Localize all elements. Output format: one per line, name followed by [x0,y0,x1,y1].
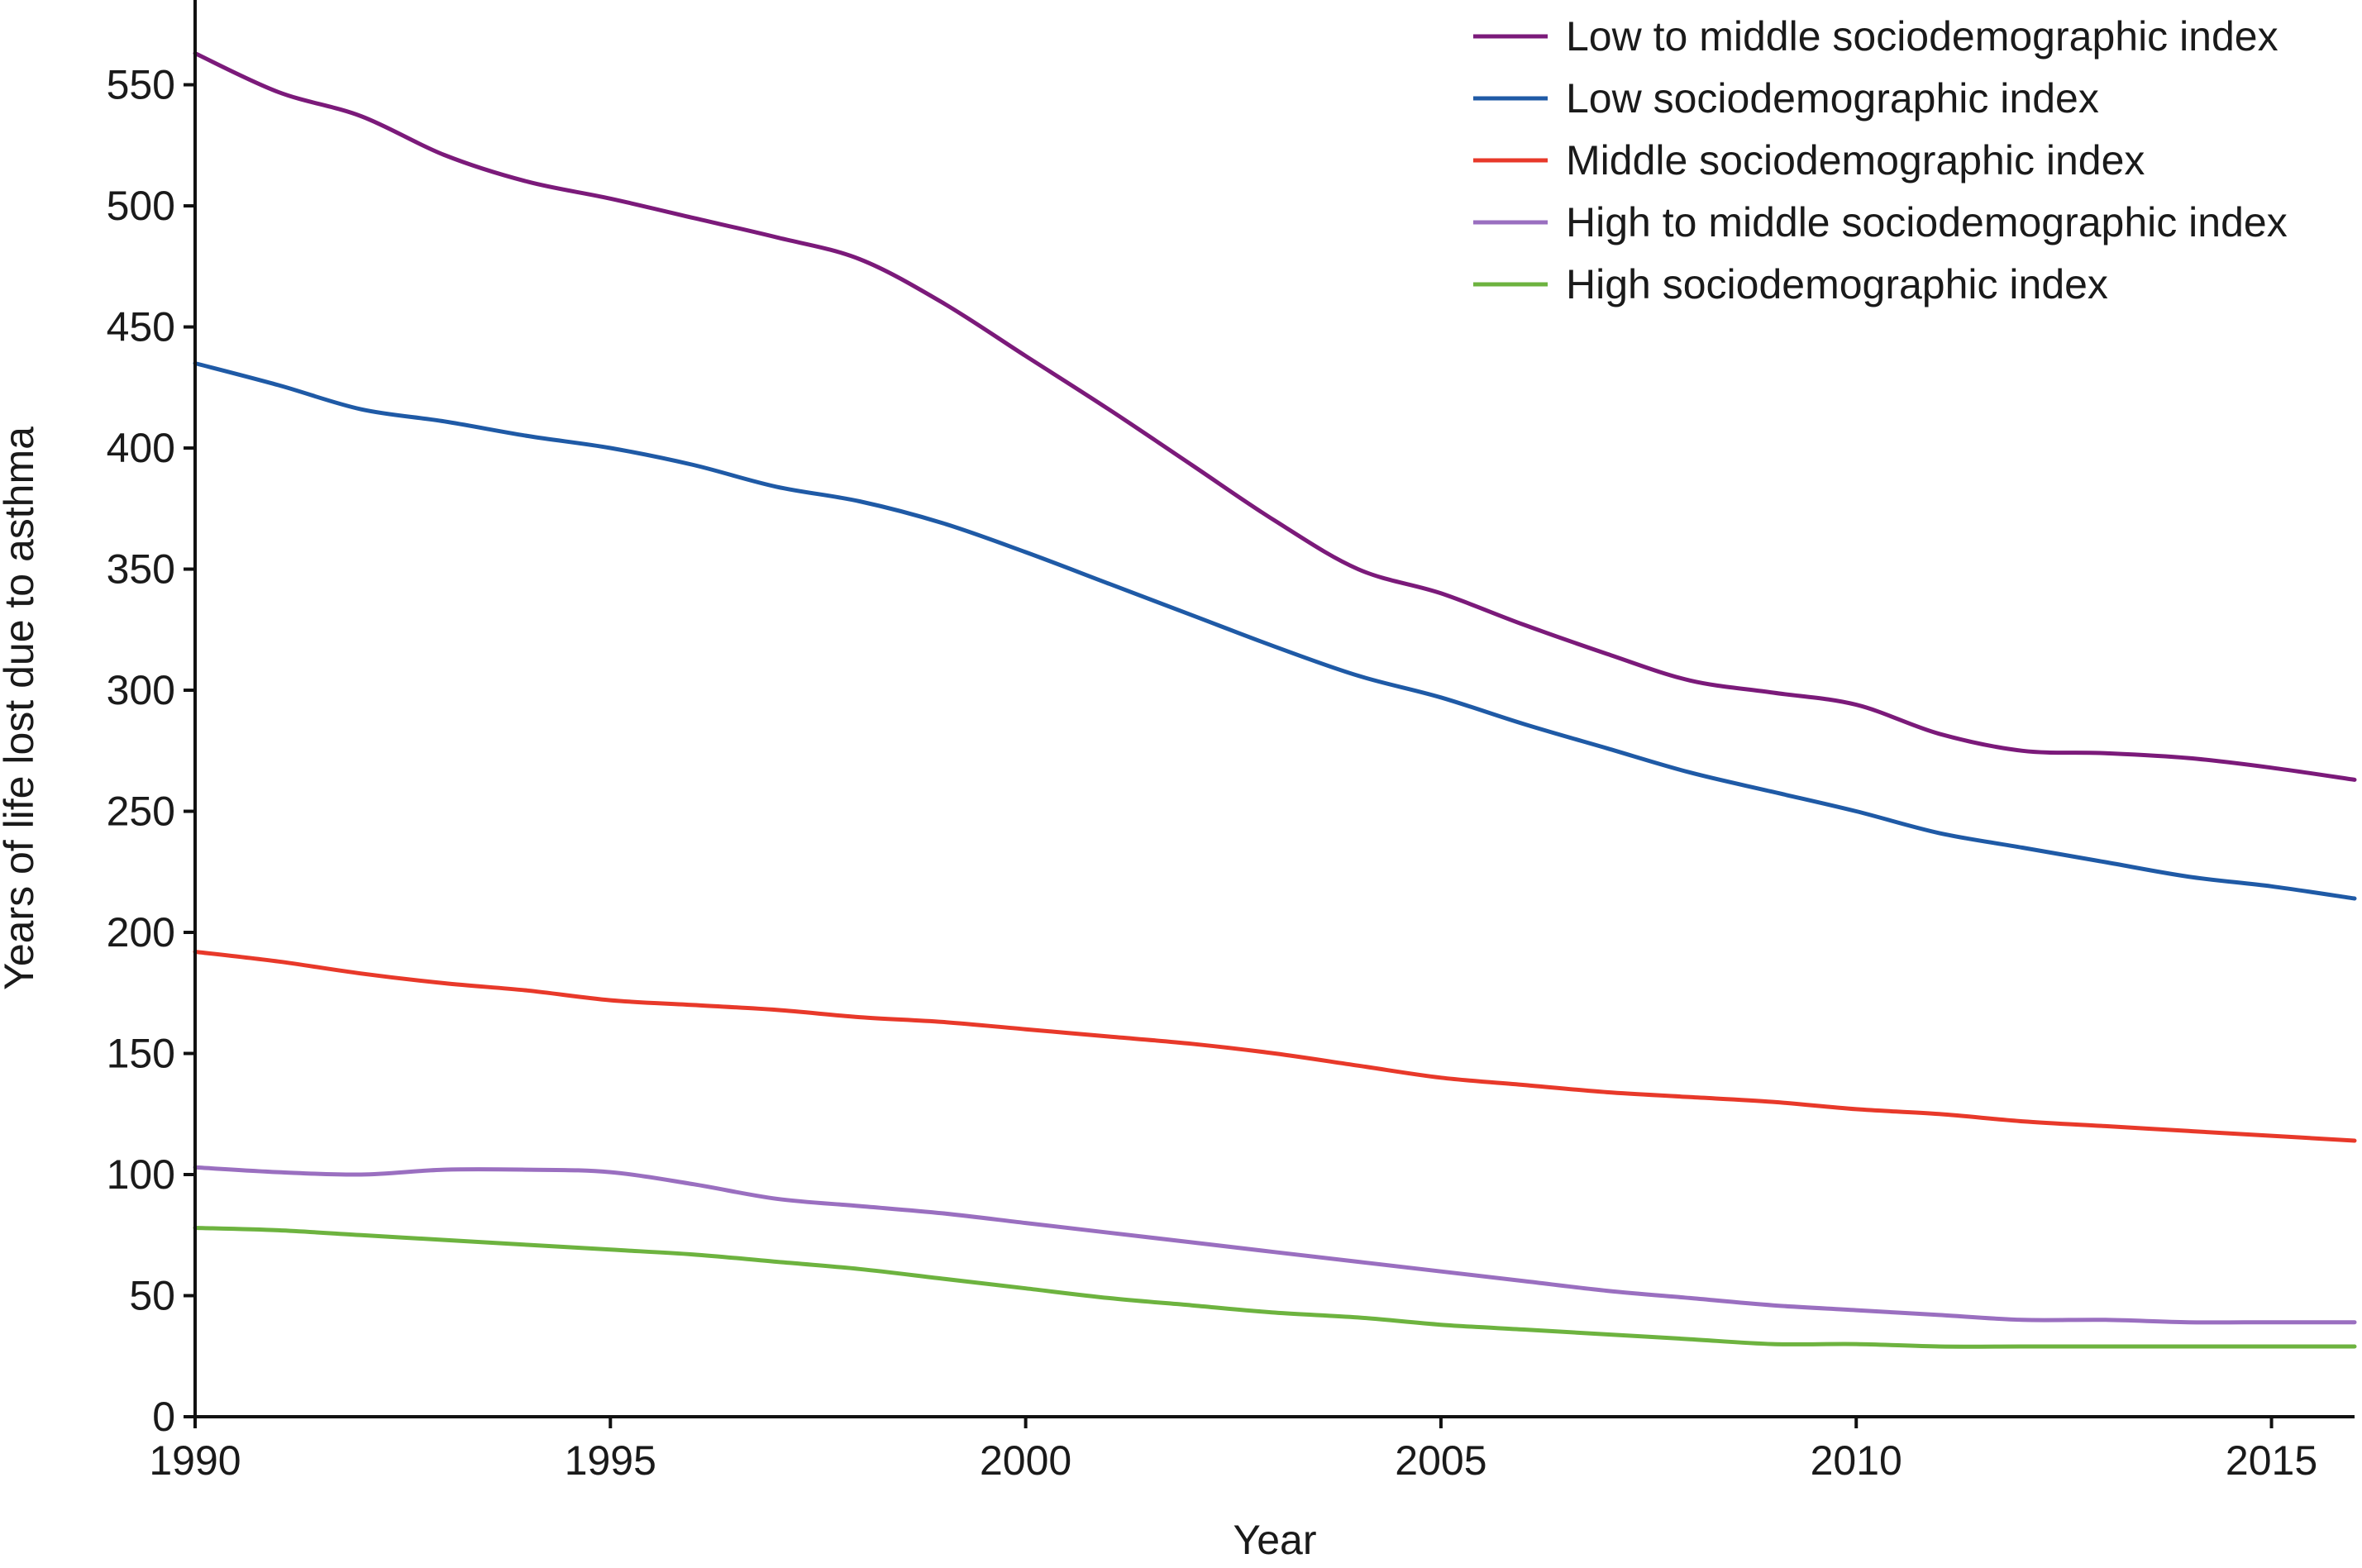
series-layer [193,51,2357,1349]
legend: Low to middle sociodemographic index Low … [1473,13,2288,307]
y-tick-label: 0 [152,1394,175,1440]
x-tick-label: 2015 [2226,1437,2317,1484]
legend-label: Low to middle sociodemographic index [1566,13,2278,60]
x-tick-label: 2005 [1395,1437,1486,1484]
y-tick-label: 500 [107,183,175,229]
series-line-2 [193,361,2357,901]
y-tick-label: 250 [107,789,175,835]
x-tick-label: 2000 [980,1437,1071,1484]
y-tick-label: 550 [107,62,175,108]
legend-label: Middle sociodemographic index [1566,137,2145,183]
legend-label: High to middle sociodemographic index [1566,199,2288,245]
y-tick-label: 200 [107,909,175,956]
x-tick-label: 1995 [565,1437,656,1484]
y-ticks: 0 50 100 150 200 250 300 350 400 450 500 550 [107,62,195,1440]
y-tick-label: 450 [107,304,175,350]
x-axis-title: Year [1233,1517,1316,1563]
x-ticks: 1990 1995 2000 2005 2010 2015 [149,1417,2317,1484]
series-line-3 [193,950,2357,1143]
series-line-5 [193,1226,2357,1349]
y-tick-label: 100 [107,1151,175,1198]
y-tick-label: 300 [107,667,175,713]
legend-label: High sociodemographic index [1566,261,2108,307]
legend-label: Low sociodemographic index [1566,75,2099,122]
y-axis-title: Years of life lost due to asthma [0,427,42,990]
series-line-4 [193,1165,2357,1325]
x-tick-label: 2010 [1811,1437,1902,1484]
y-tick-label: 350 [107,546,175,593]
y-tick-label: 50 [129,1273,175,1319]
x-tick-label: 1990 [149,1437,241,1484]
y-tick-label: 150 [107,1031,175,1077]
y-tick-label: 400 [107,425,175,471]
series-line-1 [193,51,2357,782]
